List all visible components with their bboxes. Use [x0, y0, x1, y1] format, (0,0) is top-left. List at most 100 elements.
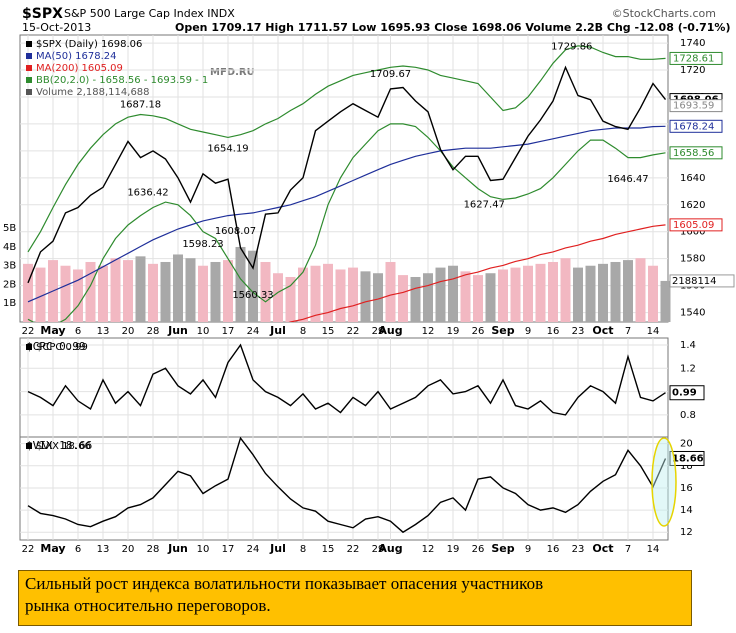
right-label-box	[669, 274, 735, 288]
volume-bar	[248, 250, 258, 322]
series-line	[27, 125, 666, 303]
legend-swatch	[26, 41, 32, 47]
source: ©StockCharts.com	[612, 7, 716, 20]
y-tick-label: 1540	[680, 308, 705, 319]
x-tick-label: 10	[197, 544, 210, 555]
volume-bar	[373, 273, 383, 322]
note-line: рынка относительно переговоров.	[25, 596, 271, 615]
right-label: 1693.59	[673, 101, 714, 112]
volume-bar	[523, 265, 533, 322]
band-upper	[27, 45, 666, 253]
volume-bar	[535, 263, 546, 322]
volume-bar	[73, 269, 83, 322]
peak-label: 1560.33	[232, 290, 273, 301]
x-tick-label: 20	[122, 544, 135, 555]
volume-bar	[323, 263, 333, 322]
right-label: 1728.61	[673, 53, 714, 64]
volume-bar	[348, 267, 358, 322]
note-box: Сильный рост индекса волатильности показ…	[18, 570, 692, 626]
volume-bar	[423, 273, 433, 322]
x-tick-label: Aug	[378, 324, 402, 337]
quote: Open 1709.17 High 1711.57 Low 1695.93 Cl…	[175, 21, 730, 34]
x-tick-label: 19	[447, 326, 460, 337]
x-tick-label: 22	[22, 544, 35, 555]
x-tick-label: May	[40, 542, 65, 555]
series-line	[27, 437, 667, 534]
volume-bar	[110, 258, 121, 322]
legend-entry: $VIX 18.66	[36, 441, 91, 452]
watermark: MFD.RU	[210, 67, 255, 78]
volume-bar	[123, 260, 133, 322]
y-tick-label: 1.4	[680, 340, 696, 351]
x-tick-label: Aug	[378, 542, 402, 555]
right-label: 1605.09	[673, 220, 714, 231]
x-tick-label: 29	[372, 544, 385, 555]
x-tick-label: Oct	[592, 324, 613, 337]
legend-entry: MA(50) 1678.24	[36, 51, 117, 62]
volume-bar	[235, 246, 246, 322]
vix-panel-frame	[19, 436, 669, 541]
right-label: 1658.56	[673, 148, 714, 159]
volume-bar	[85, 261, 96, 322]
y-tick-label: 14	[680, 505, 693, 516]
volume-bar	[498, 269, 508, 322]
volume-bar	[298, 267, 308, 322]
x-tick-label: 10	[197, 326, 210, 337]
y-tick-label: 1600	[680, 227, 705, 238]
volume-tick-label: 3B	[3, 261, 16, 272]
x-tick-label: 24	[247, 326, 260, 337]
x-tick-label: 14	[647, 326, 660, 337]
volume-bar	[385, 261, 396, 322]
x-tick-label: Jun	[167, 324, 188, 337]
right-label-box	[669, 119, 723, 133]
x-tick-label: 7	[625, 326, 631, 337]
right-label-box	[669, 218, 723, 232]
series-line	[27, 343, 666, 416]
volume-tick-label: 5B	[3, 223, 16, 234]
x-tick-label: May	[40, 324, 65, 337]
legend-swatch	[26, 65, 32, 71]
peak-label: 1687.18	[120, 99, 161, 110]
y-tick-label: 18	[680, 461, 693, 472]
volume-bar	[435, 267, 446, 322]
index-name: S&P 500 Large Cap Index INDX	[64, 7, 235, 20]
x-tick-label: 24	[247, 544, 260, 555]
volume-bar	[623, 260, 633, 322]
y-tick-label: 1720	[680, 65, 705, 76]
volume-bar	[223, 260, 233, 322]
peak-label: 1627.47	[464, 200, 505, 211]
volume-bar	[360, 271, 371, 322]
y-tick-label: 20	[680, 439, 693, 450]
volume-bar	[398, 275, 408, 322]
x-tick-label: Sep	[491, 324, 514, 337]
x-tick-label: 6	[75, 326, 81, 337]
legend-entry: BB(20,2.0) - 1658.56 - 1693.59 - 1	[36, 75, 208, 86]
volume-bar	[23, 263, 33, 322]
chart: $SPX S&P 500 Large Cap Index INDX ©Stock…	[3, 6, 735, 555]
x-tick-label: 17	[222, 544, 235, 555]
symbol: $SPX	[22, 6, 63, 22]
band-lower	[27, 123, 666, 322]
panel-legend: $VIX 18.66	[26, 439, 92, 452]
last-value-label: 0.99	[672, 388, 697, 399]
legend-entry: $SPX (Daily) 1698.06	[36, 39, 142, 50]
note-line: Сильный рост индекса волатильности показ…	[25, 574, 544, 593]
x-tick-label: 13	[97, 326, 110, 337]
x-tick-label: 15	[322, 544, 335, 555]
peak-label: 1598.23	[182, 239, 223, 250]
volume-bar	[173, 254, 183, 322]
volume-bar	[548, 261, 558, 322]
legend-entry: MA(200) 1605.09	[36, 63, 123, 74]
volume-tick-label: 4B	[3, 242, 16, 253]
volume-bar	[135, 256, 146, 322]
x-tick-label: 28	[147, 326, 160, 337]
volume-bar	[273, 273, 283, 322]
x-tick-label: 9	[525, 326, 531, 337]
volume-bar	[198, 265, 208, 322]
series-line	[27, 65, 667, 284]
right-label-box	[669, 99, 723, 113]
last-value-label: 18.66	[672, 453, 704, 464]
x-tick-label: 28	[147, 544, 160, 555]
volume-bar	[573, 267, 583, 322]
peak-label: 1646.47	[607, 174, 648, 185]
